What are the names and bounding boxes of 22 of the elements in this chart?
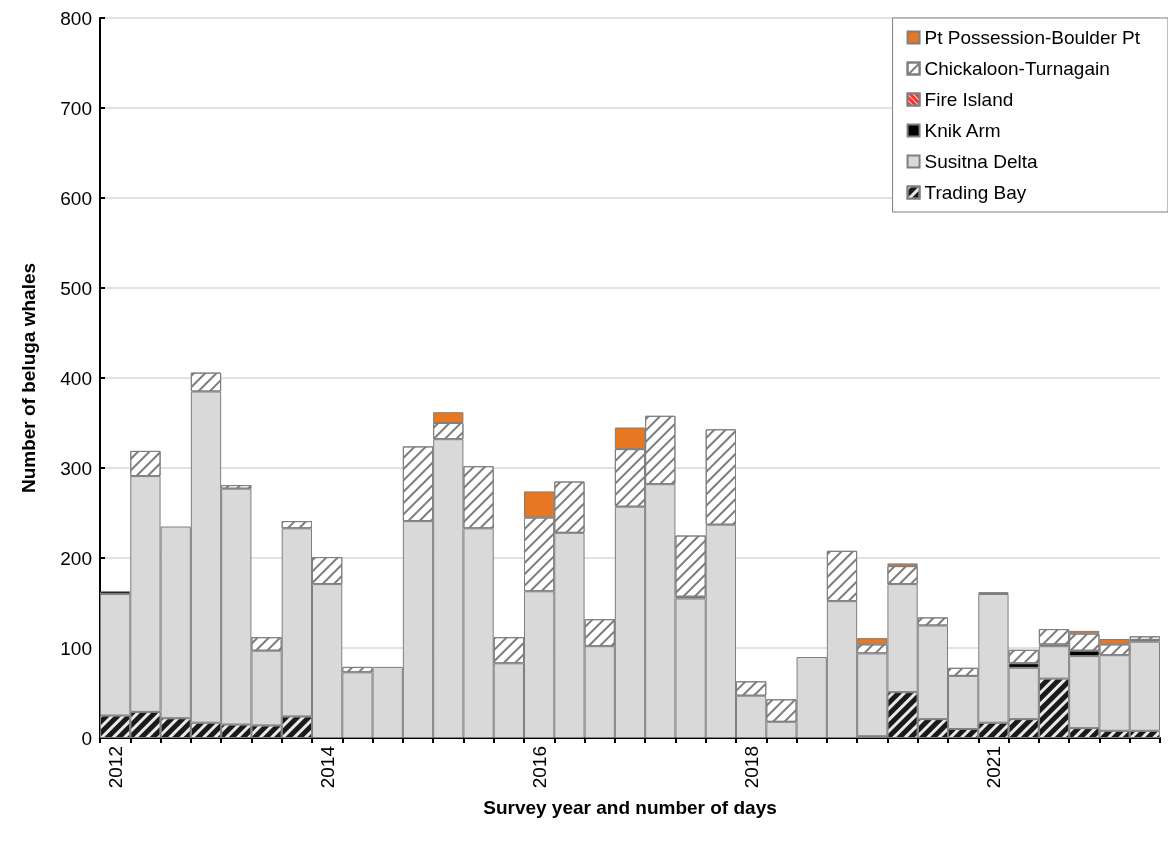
x-tick-label: 2012 (104, 746, 126, 789)
y-tick-label: 600 (60, 187, 92, 209)
y-tick-label: 700 (60, 97, 92, 119)
x-axis-title: Survey year and number of days (483, 797, 777, 818)
x-tick-label: 2014 (316, 745, 338, 789)
x-tick-label: 2021 (982, 746, 1004, 789)
y-axis-title: Number of beluga whales (18, 262, 39, 494)
x-tick-label: 2016 (528, 746, 550, 789)
legend-label: Fire Island (924, 89, 1014, 110)
y-tick-label: 100 (60, 637, 92, 659)
legend-label: Chickaloon-Turnagain (924, 58, 1110, 79)
y-tick-label: 500 (60, 277, 92, 299)
legend-label: Pt Possession-Boulder Pt (924, 27, 1141, 48)
legend-label: Susitna Delta (924, 151, 1038, 172)
y-tick-label: 200 (60, 547, 92, 569)
legend-label: Trading Bay (924, 182, 1027, 203)
y-tick-label: 0 (81, 727, 92, 749)
legend-label: Knik Arm (924, 120, 1001, 141)
y-tick-label: 400 (60, 367, 92, 389)
x-tick-label: 2018 (740, 746, 762, 789)
y-tick-label: 300 (60, 457, 92, 479)
y-tick-label: 800 (60, 7, 92, 29)
